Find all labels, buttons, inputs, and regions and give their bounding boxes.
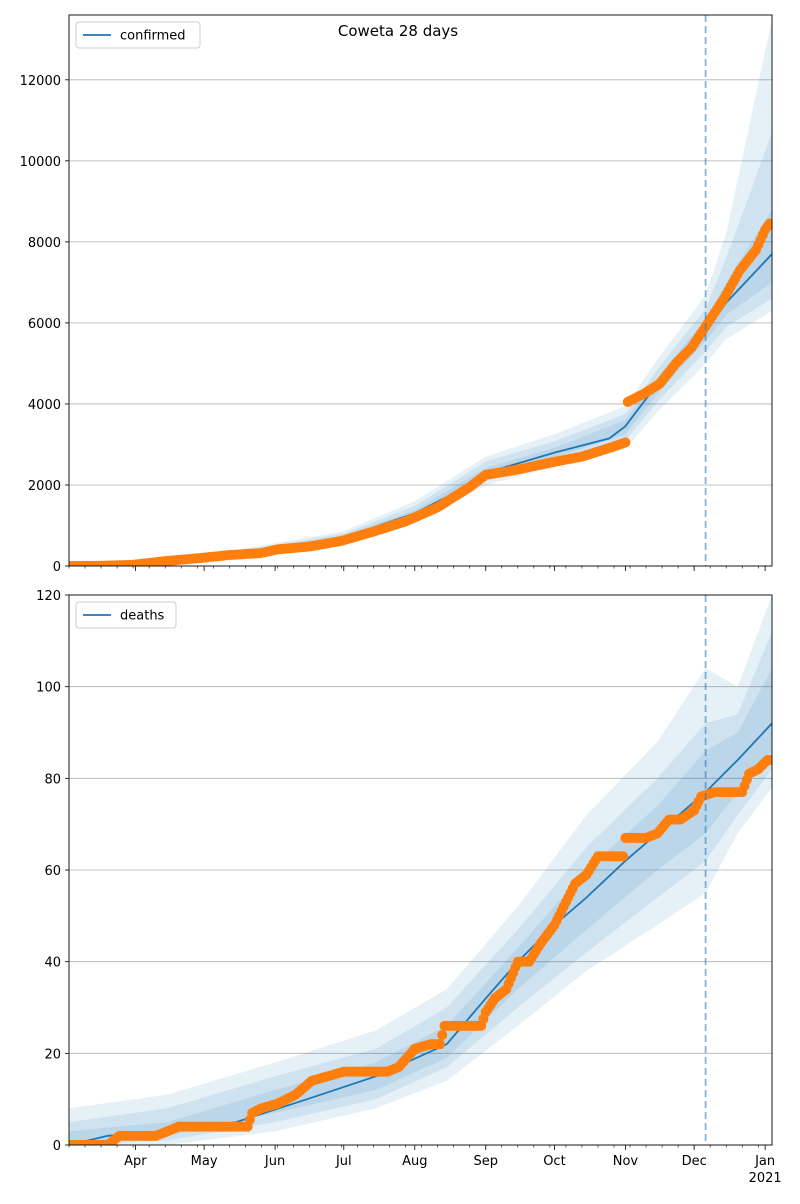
y-tick-label: 120 bbox=[36, 589, 61, 604]
x-tick-label: Jan bbox=[754, 1154, 775, 1169]
legend-box bbox=[75, 601, 177, 629]
chart-title: Coweta 28 days bbox=[338, 22, 458, 40]
y-tick-label: 20 bbox=[44, 1047, 61, 1062]
x-tick-label: Jun bbox=[264, 1154, 285, 1169]
observed-point bbox=[434, 1039, 445, 1050]
x-tick-label: Aug bbox=[402, 1154, 427, 1169]
y-tick-label: 10000 bbox=[20, 155, 61, 170]
y-tick-label: 8000 bbox=[28, 236, 61, 251]
y-tick-label: 60 bbox=[44, 864, 61, 879]
x-tick-label: Apr bbox=[124, 1154, 147, 1169]
uncertainty-band-1 bbox=[69, 19, 772, 566]
legend: deaths bbox=[75, 601, 177, 629]
confirmed-panel: 0 2000 4000 6000 8000 10000 12000 confirmed bbox=[20, 14, 773, 575]
axes-frame bbox=[68, 14, 773, 567]
axes-frame bbox=[68, 594, 773, 1146]
plot-area bbox=[69, 595, 772, 1145]
x-tick-label: Nov bbox=[613, 1154, 639, 1169]
y-tick-label: 4000 bbox=[28, 398, 61, 413]
legend-label: deaths bbox=[120, 609, 165, 624]
x-tick-label: Sep bbox=[474, 1154, 499, 1169]
uncertainty-band-1 bbox=[69, 595, 772, 1145]
legend: confirmed bbox=[75, 21, 201, 49]
y-tick-label: 0 bbox=[53, 560, 61, 575]
y-tick-label: 12000 bbox=[20, 74, 61, 89]
x-tick-label: Dec bbox=[682, 1154, 707, 1169]
deaths-panel: 0 20 40 60 80 100 120 Apr May Jun Jul Aug Sep Oct Nov D… bbox=[36, 589, 782, 1186]
x-tick-label: May bbox=[191, 1154, 218, 1169]
y-tick-label: 100 bbox=[36, 681, 61, 696]
y-tick-label: 2000 bbox=[28, 479, 61, 494]
y-tick-label: 0 bbox=[53, 1139, 61, 1154]
observed-point bbox=[618, 851, 629, 862]
legend-box bbox=[75, 21, 201, 49]
y-tick-label: 80 bbox=[44, 772, 61, 787]
y-tick-label: 40 bbox=[44, 956, 61, 971]
x-year-label: 2021 bbox=[749, 1171, 782, 1186]
legend-label: confirmed bbox=[120, 29, 186, 44]
x-tick-label: Oct bbox=[543, 1154, 565, 1169]
y-tick-label: 6000 bbox=[28, 317, 61, 332]
observed-point bbox=[767, 755, 772, 765]
x-tick-label: Jul bbox=[335, 1154, 352, 1169]
observed-point bbox=[620, 437, 631, 448]
observed-point bbox=[437, 1030, 448, 1040]
observed-point bbox=[764, 218, 772, 229]
plot-area bbox=[69, 19, 772, 566]
